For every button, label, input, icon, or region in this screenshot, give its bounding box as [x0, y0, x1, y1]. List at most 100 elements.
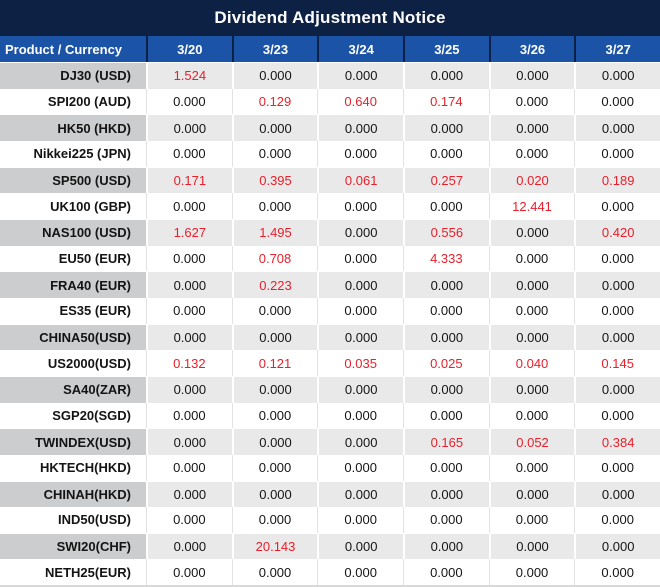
- table-row: TWINDEX(USD) 0.000 0.000 0.000 0.165 0.052 0.3…: [0, 428, 660, 455]
- table-row: NAS100 (USD) 1.627 1.495 0.000 0.556 0.000 0.4…: [0, 218, 660, 246]
- value-cell: 0.145: [574, 350, 660, 376]
- value-cell: 0.000: [317, 402, 404, 429]
- page-title: Dividend Adjustment Notice: [214, 8, 446, 27]
- product-label: CHINA50(USD): [0, 324, 146, 351]
- product-label: SGP20(SGD): [0, 402, 146, 429]
- value-cell: 0.000: [146, 402, 232, 429]
- table-row: FRA40 (EUR) 0.000 0.223 0.000 0.000 0.000 0.00…: [0, 271, 660, 298]
- value-cell: 0.000: [574, 245, 660, 272]
- table-row: SA40(ZAR) 0.000 0.000 0.000 0.000 0.000 0.000: [0, 375, 660, 403]
- value-cell: 0.000: [146, 324, 232, 351]
- value-cell: 0.257: [403, 167, 489, 194]
- table-row: SPI200 (AUD) 0.000 0.129 0.640 0.174 0.000 0.0…: [0, 88, 660, 115]
- value-cell: 0.000: [488, 245, 575, 272]
- value-cell: 0.000: [403, 63, 489, 89]
- value-cell: 0.000: [488, 88, 575, 115]
- value-cell: 0.020: [488, 167, 575, 194]
- table-row: HKTECH(HKD) 0.000 0.000 0.000 0.000 0.000 0.00…: [0, 454, 660, 481]
- value-cell: 0.000: [403, 324, 489, 351]
- product-label: HK50 (HKD): [0, 115, 146, 141]
- value-cell: 0.708: [231, 245, 318, 272]
- value-cell: 0.000: [146, 88, 232, 115]
- value-cell: 0.000: [231, 376, 318, 403]
- value-cell: 0.000: [574, 63, 660, 89]
- value-cell: 0.000: [574, 297, 660, 324]
- header-date: 3/27: [574, 36, 660, 62]
- product-label: EU50 (EUR): [0, 245, 146, 272]
- value-cell: 0.000: [231, 402, 318, 429]
- product-label: DJ30 (USD): [0, 63, 146, 89]
- product-label: UK100 (GBP): [0, 193, 146, 219]
- header-date: 3/23: [231, 36, 318, 62]
- value-cell: 0.000: [574, 481, 660, 508]
- value-cell: 0.223: [231, 272, 318, 298]
- value-cell: 0.000: [231, 115, 318, 141]
- value-cell: 0.384: [574, 429, 660, 455]
- product-label: NETH25(EUR): [0, 559, 146, 585]
- table-row: Nikkei225 (JPN) 0.000 0.000 0.000 0.000 0.000…: [0, 140, 660, 167]
- value-cell: 0.000: [317, 481, 404, 508]
- table-row: NETH25(EUR) 0.000 0.000 0.000 0.000 0.000 0.00…: [0, 559, 660, 585]
- table-row: ES35 (EUR) 0.000 0.000 0.000 0.000 0.000 0.000: [0, 297, 660, 324]
- value-cell: 0.000: [574, 533, 660, 560]
- value-cell: 0.000: [488, 533, 575, 560]
- value-cell: 0.420: [574, 219, 660, 246]
- value-cell: 0.000: [488, 481, 575, 508]
- value-cell: 0.000: [403, 193, 489, 219]
- product-label: Nikkei225 (JPN): [0, 140, 146, 167]
- value-cell: 1.524: [146, 63, 232, 89]
- value-cell: 0.000: [146, 559, 232, 585]
- value-cell: 0.000: [317, 140, 404, 167]
- header-date: 3/20: [146, 36, 232, 62]
- value-cell: 0.132: [146, 350, 232, 376]
- table-row: HK50 (HKD) 0.000 0.000 0.000 0.000 0.000 0.000: [0, 114, 660, 141]
- value-cell: 0.000: [146, 429, 232, 455]
- value-cell: 0.000: [317, 429, 404, 455]
- value-cell: 0.000: [403, 376, 489, 403]
- value-cell: 0.000: [146, 115, 232, 141]
- value-cell: 0.000: [403, 454, 489, 481]
- value-cell: 0.000: [146, 533, 232, 560]
- value-cell: 0.000: [574, 376, 660, 403]
- value-cell: 4.333: [403, 245, 489, 272]
- value-cell: 1.627: [146, 219, 232, 246]
- table-row: SP500 (USD) 0.171 0.395 0.061 0.257 0.020 0.18…: [0, 166, 660, 194]
- title-bar: Dividend Adjustment Notice: [0, 0, 660, 36]
- value-cell: 0.000: [403, 140, 489, 167]
- value-cell: 0.000: [146, 481, 232, 508]
- value-cell: 0.000: [317, 533, 404, 560]
- value-cell: 0.395: [231, 167, 318, 194]
- table-row: IND50(USD) 0.000 0.000 0.000 0.000 0.000 0.000: [0, 507, 660, 533]
- product-label: ES35 (EUR): [0, 297, 146, 324]
- value-cell: 0.000: [231, 193, 318, 219]
- table-row: SWI20(CHF) 0.000 20.143 0.000 0.000 0.000 0.00…: [0, 532, 660, 560]
- value-cell: 0.000: [488, 559, 575, 585]
- value-cell: 0.000: [403, 559, 489, 585]
- value-cell: 0.000: [231, 507, 318, 533]
- value-cell: 0.000: [574, 324, 660, 351]
- value-cell: 0.121: [231, 350, 318, 376]
- value-cell: 0.000: [403, 297, 489, 324]
- value-cell: 0.035: [317, 350, 404, 376]
- value-cell: 0.000: [574, 507, 660, 533]
- value-cell: 0.000: [574, 272, 660, 298]
- value-cell: 0.000: [403, 507, 489, 533]
- table-body: DJ30 (USD) 1.524 0.000 0.000 0.000 0.000 0.000…: [0, 62, 660, 585]
- value-cell: 0.000: [146, 245, 232, 272]
- value-cell: 0.640: [317, 88, 404, 115]
- value-cell: 0.000: [488, 324, 575, 351]
- product-label: FRA40 (EUR): [0, 272, 146, 298]
- value-cell: 20.143: [231, 533, 318, 560]
- value-cell: 0.000: [146, 140, 232, 167]
- value-cell: 0.000: [488, 219, 575, 246]
- value-cell: 0.129: [231, 88, 318, 115]
- value-cell: 0.000: [231, 481, 318, 508]
- value-cell: 0.000: [317, 324, 404, 351]
- value-cell: 0.174: [403, 88, 489, 115]
- value-cell: 0.052: [488, 429, 575, 455]
- value-cell: 0.000: [574, 140, 660, 167]
- table-row: DJ30 (USD) 1.524 0.000 0.000 0.000 0.000 0.000: [0, 62, 660, 89]
- table-header: Product / Currency 3/20 3/23 3/24 3/25 3/26 3…: [0, 36, 660, 62]
- value-cell: 0.000: [488, 297, 575, 324]
